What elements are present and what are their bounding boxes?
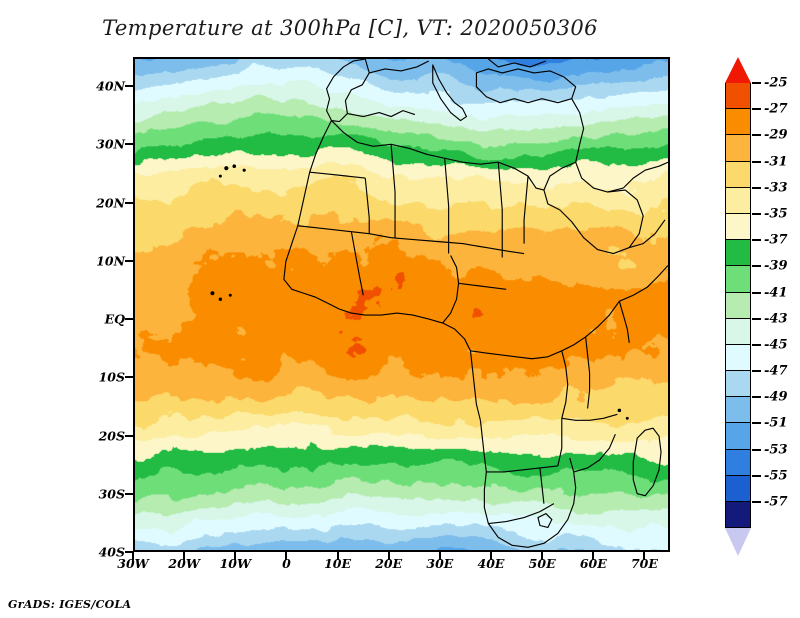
map-plot-area <box>133 57 670 552</box>
x-axis-label: 40E <box>477 556 505 571</box>
x-axis-tick <box>132 552 134 560</box>
colorbar-label: -51 <box>764 415 788 431</box>
colorbar-label: -47 <box>764 363 788 379</box>
colorbar-swatch: -41 <box>725 285 788 319</box>
colorbar-label: -35 <box>764 206 788 222</box>
colorbar-tick <box>752 160 761 163</box>
colorbar-swatch: -55 <box>725 468 788 502</box>
y-axis-tick <box>125 376 133 379</box>
colorbar-label: -53 <box>764 442 788 458</box>
colorbar-swatch: -35 <box>725 206 788 241</box>
x-axis-tick <box>234 552 237 560</box>
colorbar-tick <box>752 82 761 84</box>
x-axis-tick <box>285 552 288 560</box>
y-axis-tick <box>125 492 133 495</box>
page-title: Temperature at 300hPa [C], VT: 202005030… <box>102 16 598 40</box>
x-axis-label: 20W <box>168 556 200 571</box>
y-axis-tick <box>125 143 133 146</box>
colorbar-label: -41 <box>764 285 788 300</box>
colorbar-swatch: -43 <box>725 311 788 345</box>
colorbar-swatch: -51 <box>725 416 788 450</box>
x-axis-label: 50E <box>528 556 556 571</box>
colorbar-label: -55 <box>764 468 788 484</box>
x-axis-tick <box>183 552 186 560</box>
country-borders-overlay <box>210 59 668 548</box>
footer-credit: GrADS: IGES/COLA <box>8 598 132 611</box>
colorbar-tick <box>752 343 761 346</box>
x-axis-label: 30E <box>426 556 454 571</box>
colorbar-swatch: -49 <box>725 390 788 424</box>
y-axis-label: 30N <box>96 136 125 152</box>
colorbar-swatch: -39 <box>725 259 788 293</box>
y-axis-tick <box>125 259 133 262</box>
x-axis-tick <box>490 552 492 560</box>
colorbar-label: -27 <box>764 101 788 117</box>
x-axis-label: 0 <box>282 556 291 571</box>
colorbar-swatch: -31 <box>725 154 788 188</box>
temperature-field <box>135 59 668 550</box>
colorbar-label: -31 <box>764 154 788 170</box>
y-axis-tick <box>125 318 133 321</box>
y-axis-tick <box>125 551 133 553</box>
colorbar-tick <box>752 474 761 477</box>
colorbar-tick <box>752 212 761 215</box>
colorbar-label: -37 <box>764 232 788 248</box>
colorbar-swatch: -47 <box>725 364 788 398</box>
y-axis-label: 10S <box>98 369 125 385</box>
colorbar-label: -39 <box>764 258 788 274</box>
colorbar-swatch: -57 <box>725 495 788 529</box>
colorbar-tick <box>752 239 761 242</box>
colorbar-cap-bottom <box>725 528 751 557</box>
y-axis-label: 40N <box>96 78 125 94</box>
x-axis-label: 70E <box>630 556 658 571</box>
colorbar-swatch: -25 <box>725 76 788 110</box>
x-axis-tick <box>592 552 595 560</box>
colorbar-swatch: -27 <box>725 102 788 136</box>
x-axis-tick <box>643 552 646 560</box>
x-axis-label: 10W <box>219 556 251 571</box>
y-axis-label: EQ <box>104 311 125 327</box>
y-axis-label: 40S <box>98 544 125 560</box>
colorbar-tick <box>752 134 761 137</box>
x-axis-label: 20E <box>375 556 403 571</box>
colorbar-swatch: -53 <box>725 442 788 476</box>
y-axis-tick <box>125 85 133 88</box>
colorbar-tick <box>752 501 761 503</box>
colorbar-label: -45 <box>764 337 788 353</box>
colorbar-tick <box>752 422 761 425</box>
y-axis-tick <box>125 201 133 204</box>
colorbar-swatch: -45 <box>725 337 788 372</box>
colorbar-swatch: -29 <box>725 128 788 162</box>
colorbar-tick <box>752 370 761 373</box>
colorbar-swatch: -37 <box>725 233 788 267</box>
x-axis-label: 10E <box>324 556 352 571</box>
colorbar-cap-top <box>725 57 751 83</box>
colorbar-tick <box>752 291 761 294</box>
colorbar-swatch: -33 <box>725 180 788 214</box>
colorbar-tick <box>752 448 761 451</box>
colorbar-label: -33 <box>764 180 788 196</box>
colorbar: -25 -27 -29 -31 -33 -35 -37 -39 -41 -43 -45 -47 -49 -… <box>725 57 788 557</box>
y-axis-label: 30S <box>98 486 125 502</box>
x-axis-label: 60E <box>579 556 607 571</box>
y-axis-tick <box>125 434 133 437</box>
colorbar-label: -57 <box>764 494 788 510</box>
x-axis-tick <box>438 552 441 560</box>
x-axis-tick <box>336 552 339 560</box>
colorbar-tick <box>752 317 761 320</box>
y-axis-label: 20S <box>98 428 125 444</box>
x-axis-tick <box>541 552 544 560</box>
x-axis-label: 30W <box>117 556 149 571</box>
colorbar-label: -49 <box>764 389 788 405</box>
y-axis-label: 20N <box>96 195 125 211</box>
y-axis-label: 10N <box>96 253 125 269</box>
x-axis-tick <box>387 552 390 560</box>
colorbar-tick <box>752 265 761 268</box>
colorbar-tick <box>752 108 761 111</box>
colorbar-tick <box>752 396 761 399</box>
colorbar-tick <box>752 186 761 189</box>
colorbar-label: -43 <box>764 311 788 327</box>
colorbar-label: -25 <box>764 75 788 91</box>
colorbar-label: -29 <box>764 127 788 143</box>
